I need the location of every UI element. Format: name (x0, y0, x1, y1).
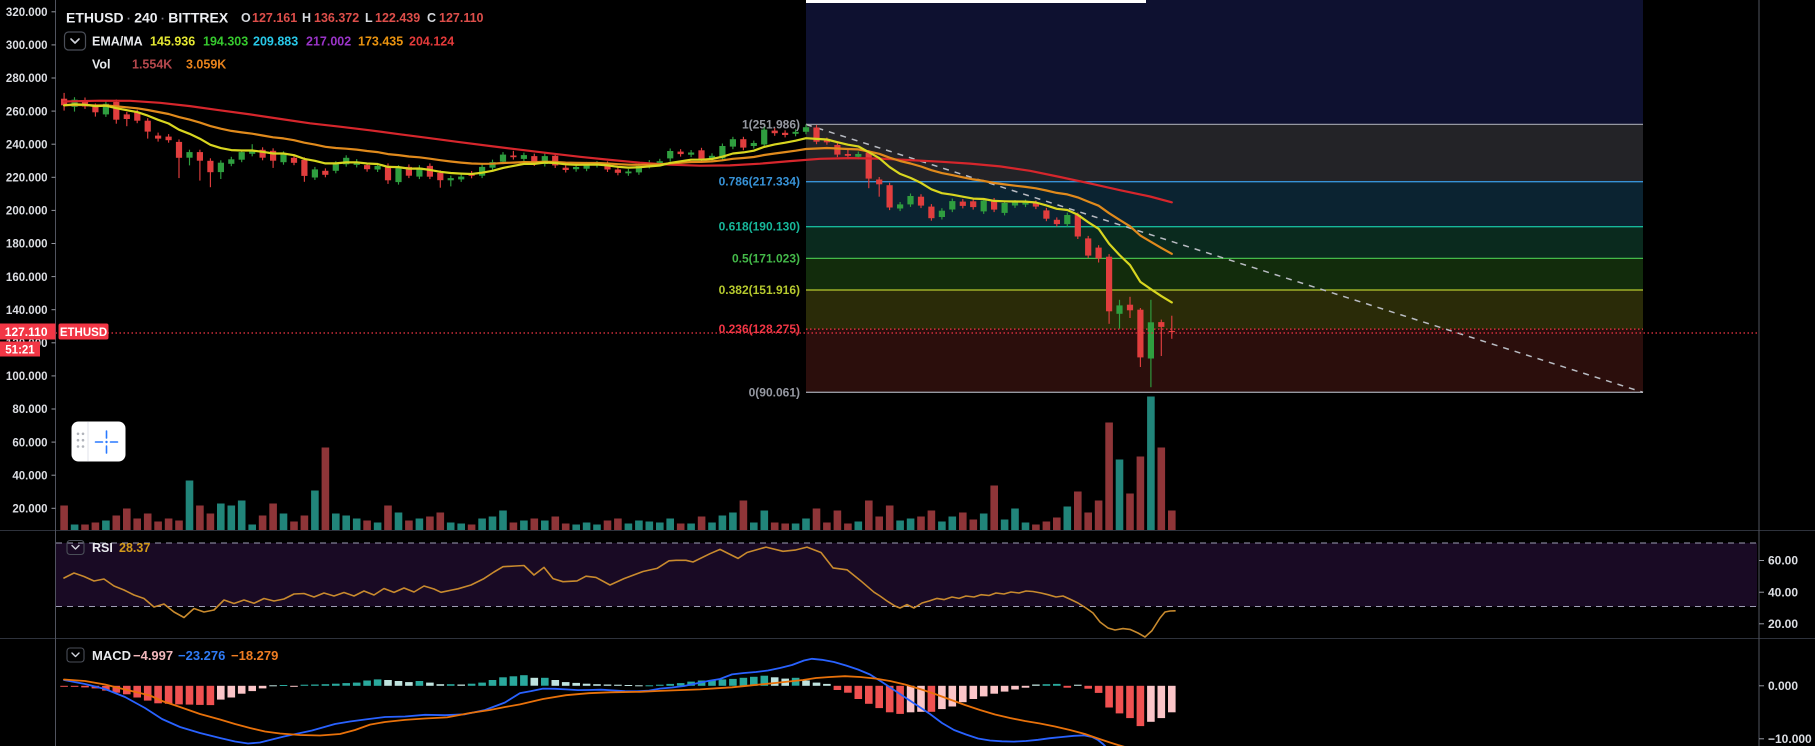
svg-text:RSI: RSI (92, 541, 113, 555)
svg-text:MACD: MACD (92, 648, 131, 663)
svg-text:140.000: 140.000 (6, 305, 48, 317)
svg-text:127.110: 127.110 (5, 325, 48, 339)
svg-text:0.786(217.334): 0.786(217.334) (719, 175, 800, 189)
svg-text:60.000: 60.000 (12, 437, 47, 449)
svg-text:100.000: 100.000 (6, 371, 48, 383)
svg-text:40.00: 40.00 (1768, 585, 1798, 599)
svg-text:0.000: 0.000 (1768, 679, 1798, 693)
svg-text:−10.000: −10.000 (1768, 732, 1812, 746)
svg-text:0.5(171.023): 0.5(171.023) (732, 251, 800, 265)
svg-text:−4.997: −4.997 (133, 648, 173, 663)
svg-text:0(90.061): 0(90.061) (749, 385, 800, 399)
svg-text:260.000: 260.000 (6, 106, 48, 118)
svg-text:200.000: 200.000 (6, 206, 48, 218)
svg-text:0.236(128.275): 0.236(128.275) (719, 322, 800, 336)
svg-text:280.000: 280.000 (6, 73, 48, 85)
svg-text:40.000: 40.000 (12, 470, 47, 482)
svg-text:−23.276: −23.276 (178, 648, 225, 663)
svg-text:ETHUSD · 240 · BITTREX: ETHUSD · 240 · BITTREX (66, 10, 229, 26)
svg-text:80.000: 80.000 (12, 404, 47, 416)
svg-text:51:21: 51:21 (5, 345, 35, 357)
svg-text:20.000: 20.000 (12, 504, 47, 516)
svg-text:28.37: 28.37 (119, 541, 150, 555)
svg-text:180.000: 180.000 (6, 239, 48, 251)
svg-text:240.000: 240.000 (6, 139, 48, 151)
svg-text:320.000: 320.000 (6, 7, 48, 19)
svg-text:300.000: 300.000 (6, 40, 48, 52)
svg-text:ETHUSD: ETHUSD (60, 327, 107, 339)
svg-text:160.000: 160.000 (6, 272, 48, 284)
svg-text:0.382(151.916): 0.382(151.916) (719, 283, 800, 297)
svg-text:0.618(190.130): 0.618(190.130) (719, 220, 800, 234)
svg-text:20.00: 20.00 (1768, 617, 1798, 631)
svg-text:220.000: 220.000 (6, 173, 48, 185)
svg-text:−18.279: −18.279 (231, 648, 278, 663)
svg-text:60.00: 60.00 (1768, 554, 1798, 568)
svg-text:1(251.986): 1(251.986) (742, 117, 800, 131)
